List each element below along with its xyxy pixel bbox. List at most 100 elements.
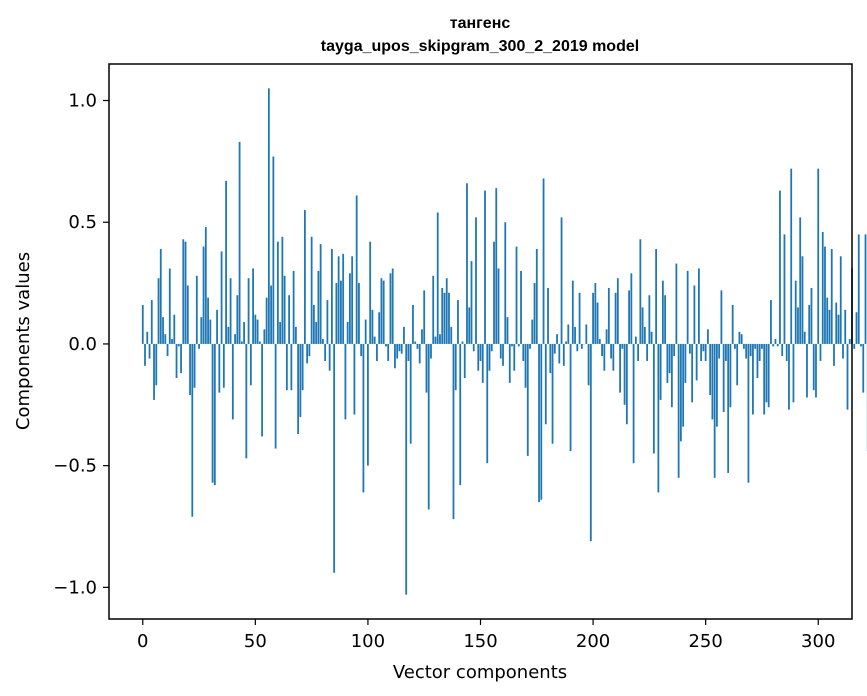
bar [164, 334, 167, 344]
bar [754, 343, 757, 349]
bar [695, 343, 698, 381]
bar [745, 343, 748, 359]
bar [405, 343, 408, 595]
bar [691, 343, 694, 403]
bar [258, 341, 261, 344]
bar [326, 300, 329, 344]
bar [382, 280, 385, 344]
bar [538, 343, 540, 503]
bar [666, 343, 669, 383]
bar [621, 343, 624, 349]
bar [272, 156, 275, 344]
bar [184, 241, 187, 344]
bar [589, 343, 592, 542]
bar [743, 343, 745, 349]
bar [475, 217, 477, 344]
bar [713, 343, 716, 478]
bar [391, 268, 394, 344]
bar [324, 343, 327, 361]
bar [254, 314, 257, 344]
bar [623, 343, 626, 405]
bar [803, 331, 806, 344]
bar [828, 309, 831, 344]
bar [317, 270, 320, 344]
bar [650, 331, 653, 344]
bar [204, 227, 207, 344]
bar [781, 343, 784, 357]
bar [173, 314, 176, 344]
bar [747, 343, 750, 483]
bar [256, 319, 259, 344]
bar [734, 343, 736, 349]
bar [488, 343, 491, 371]
bar [213, 343, 216, 486]
bar [664, 295, 667, 344]
bar [547, 287, 549, 344]
bar [560, 217, 563, 344]
bar [434, 336, 437, 344]
bar [535, 249, 538, 344]
bar [580, 343, 583, 349]
bar [810, 287, 813, 344]
bar [761, 343, 763, 349]
bar [412, 304, 414, 344]
bar [499, 343, 502, 359]
bar [752, 343, 754, 415]
bar [331, 249, 333, 344]
bar [337, 256, 340, 344]
bar [191, 343, 194, 517]
bar [776, 343, 779, 347]
x-tick-label: 0 [137, 631, 148, 652]
bar [716, 343, 718, 427]
chart-title: тангенс [450, 15, 511, 32]
bar [450, 326, 453, 344]
bar [670, 343, 673, 408]
bar [661, 280, 664, 344]
bar [472, 343, 475, 352]
bar [243, 322, 245, 344]
bar [709, 343, 712, 396]
bar [607, 287, 610, 344]
bar [596, 302, 599, 344]
bar [209, 319, 212, 344]
bar [249, 343, 252, 386]
y-tick-label: 0.0 [68, 334, 97, 355]
bar [736, 343, 739, 386]
x-tick-label: 100 [351, 631, 385, 652]
bar [364, 319, 367, 344]
bar [285, 343, 288, 391]
bar [857, 234, 860, 344]
bar [700, 343, 703, 361]
bar [448, 292, 450, 344]
bar [177, 343, 180, 347]
bar [864, 234, 867, 344]
bar [655, 249, 658, 344]
bar [436, 212, 439, 344]
bar [727, 343, 730, 473]
bar [533, 283, 536, 344]
bar [457, 300, 459, 344]
bar [770, 300, 772, 344]
bar [731, 304, 734, 344]
bar [637, 343, 640, 361]
bar [625, 343, 628, 425]
bar [486, 343, 489, 464]
bar [353, 343, 356, 415]
bar [247, 278, 250, 344]
bar [351, 256, 354, 344]
bar [200, 317, 203, 344]
bar [846, 343, 849, 410]
bar [567, 324, 570, 344]
bar [756, 343, 759, 379]
bar [513, 343, 516, 371]
bar [682, 343, 685, 427]
bar [297, 343, 300, 434]
bar [792, 343, 795, 403]
x-tick-label: 250 [688, 631, 722, 652]
bar [614, 292, 617, 344]
bar [270, 285, 273, 344]
bar [515, 246, 518, 344]
bar [801, 256, 804, 344]
bar [461, 341, 464, 344]
bar [576, 343, 579, 352]
